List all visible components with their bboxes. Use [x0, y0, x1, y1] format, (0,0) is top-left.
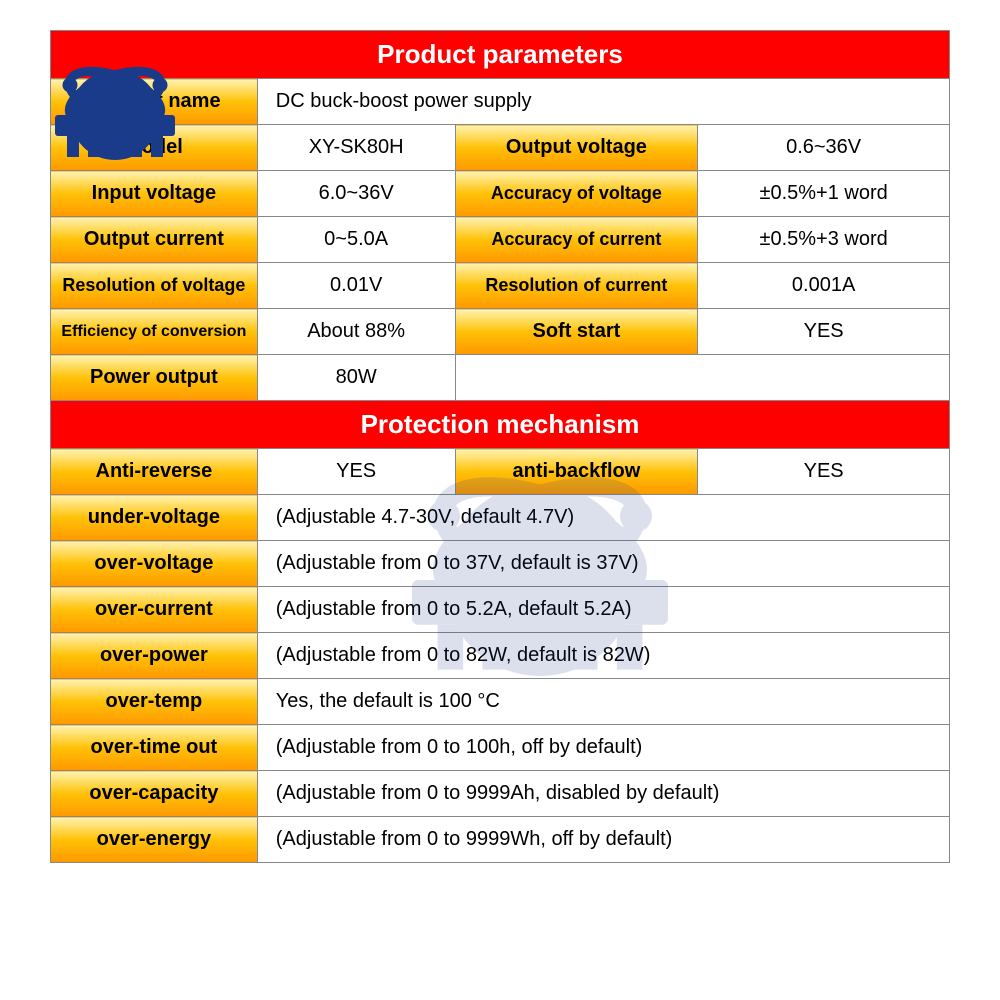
label-power-output: Power output	[51, 355, 258, 401]
label-over-energy: over-energy	[51, 817, 258, 863]
label-under-voltage: under-voltage	[51, 495, 258, 541]
label-softstart: Soft start	[455, 309, 698, 355]
value-efficiency: About 88%	[257, 309, 455, 355]
value-res-voltage: 0.01V	[257, 263, 455, 309]
label-anti-reverse: Anti-reverse	[51, 449, 258, 495]
label-input-voltage: Input voltage	[51, 171, 258, 217]
label-over-current: over-current	[51, 587, 258, 633]
empty-cell	[455, 355, 949, 401]
value-model: XY-SK80H	[257, 125, 455, 171]
label-anti-backflow: anti-backflow	[455, 449, 698, 495]
value-under-voltage: (Adjustable 4.7-30V, default 4.7V)	[257, 495, 949, 541]
value-accuracy-current: ±0.5%+3 word	[698, 217, 950, 263]
label-res-voltage: Resolution of voltage	[51, 263, 258, 309]
label-output-voltage: Output voltage	[455, 125, 698, 171]
value-over-power: (Adjustable from 0 to 82W, default is 82…	[257, 633, 949, 679]
section-header-protection: Protection mechanism	[51, 401, 950, 449]
label-over-time: over-time out	[51, 725, 258, 771]
label-model: Model	[51, 125, 258, 171]
value-output-voltage: 0.6~36V	[698, 125, 950, 171]
section-header: Product parameters	[51, 31, 950, 79]
value-anti-backflow: YES	[698, 449, 950, 495]
label-accuracy-current: Accuracy of current	[455, 217, 698, 263]
label-res-current: Resolution of current	[455, 263, 698, 309]
value-over-energy: (Adjustable from 0 to 9999Wh, off by def…	[257, 817, 949, 863]
label-efficiency: Efficiency of conversion	[51, 309, 258, 355]
value-accuracy-voltage: ±0.5%+1 word	[698, 171, 950, 217]
value-softstart: YES	[698, 309, 950, 355]
value-anti-reverse: YES	[257, 449, 455, 495]
value-input-voltage: 6.0~36V	[257, 171, 455, 217]
label-output-current: Output current	[51, 217, 258, 263]
value-over-time: (Adjustable from 0 to 100h, off by defau…	[257, 725, 949, 771]
value-over-current: (Adjustable from 0 to 5.2A, default 5.2A…	[257, 587, 949, 633]
value-over-capacity: (Adjustable from 0 to 9999Ah, disabled b…	[257, 771, 949, 817]
label-accuracy-voltage: Accuracy of voltage	[455, 171, 698, 217]
value-power-output: 80W	[257, 355, 455, 401]
value-product-name: DC buck-boost power supply	[257, 79, 949, 125]
value-output-current: 0~5.0A	[257, 217, 455, 263]
label-product-name: Product name	[51, 79, 258, 125]
label-over-power: over-power	[51, 633, 258, 679]
label-over-temp: over-temp	[51, 679, 258, 725]
label-over-voltage: over-voltage	[51, 541, 258, 587]
value-over-voltage: (Adjustable from 0 to 37V, default is 37…	[257, 541, 949, 587]
value-over-temp: Yes, the default is 100 °C	[257, 679, 949, 725]
spec-table: Product parameters Product name DC buck-…	[50, 30, 950, 863]
label-over-capacity: over-capacity	[51, 771, 258, 817]
value-res-current: 0.001A	[698, 263, 950, 309]
